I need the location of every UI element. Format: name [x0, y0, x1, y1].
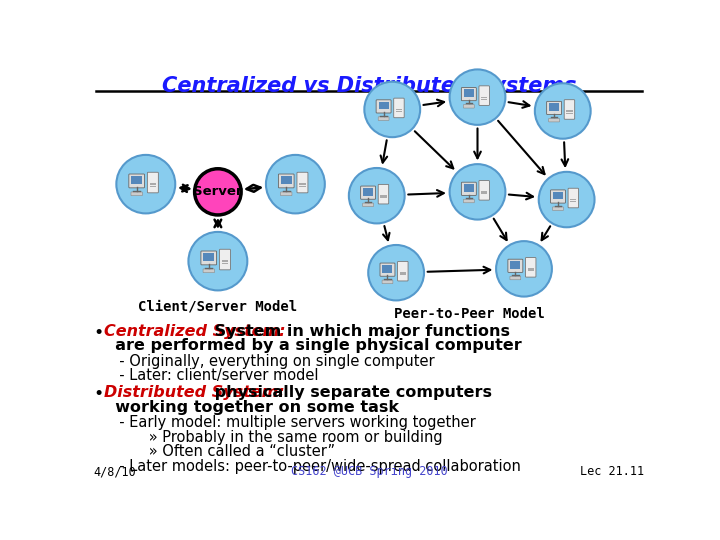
Circle shape — [368, 245, 424, 300]
FancyBboxPatch shape — [148, 172, 158, 193]
FancyBboxPatch shape — [150, 184, 156, 185]
FancyBboxPatch shape — [510, 261, 521, 269]
FancyBboxPatch shape — [129, 174, 145, 188]
Circle shape — [349, 168, 405, 224]
FancyBboxPatch shape — [546, 102, 562, 114]
FancyBboxPatch shape — [510, 276, 521, 280]
FancyBboxPatch shape — [131, 176, 142, 184]
Text: - Early model: multiple servers working together: - Early model: multiple servers working … — [110, 415, 476, 430]
FancyBboxPatch shape — [462, 87, 477, 100]
Circle shape — [535, 83, 590, 139]
FancyBboxPatch shape — [379, 102, 389, 110]
FancyBboxPatch shape — [299, 186, 306, 187]
Text: physically separate computers: physically separate computers — [209, 385, 492, 400]
Text: Centralized vs Distributed Systems: Centralized vs Distributed Systems — [162, 76, 576, 96]
FancyBboxPatch shape — [481, 97, 487, 98]
FancyBboxPatch shape — [361, 186, 376, 199]
FancyBboxPatch shape — [464, 90, 474, 97]
FancyBboxPatch shape — [464, 199, 474, 202]
FancyBboxPatch shape — [380, 197, 387, 198]
FancyBboxPatch shape — [479, 86, 490, 105]
Circle shape — [449, 70, 505, 125]
FancyBboxPatch shape — [363, 188, 373, 195]
Circle shape — [449, 164, 505, 220]
FancyBboxPatch shape — [570, 201, 577, 202]
FancyBboxPatch shape — [481, 191, 487, 193]
FancyBboxPatch shape — [201, 251, 217, 265]
FancyBboxPatch shape — [551, 190, 565, 203]
Text: Centralized System:: Centralized System: — [104, 323, 285, 339]
Circle shape — [496, 241, 552, 296]
FancyBboxPatch shape — [553, 192, 563, 199]
Text: - Originally, everything on single computer: - Originally, everything on single compu… — [110, 354, 435, 368]
Circle shape — [117, 155, 175, 213]
FancyBboxPatch shape — [481, 99, 487, 100]
Text: •: • — [93, 385, 104, 403]
Text: CS162 @UCB Spring 2010: CS162 @UCB Spring 2010 — [291, 465, 447, 478]
FancyBboxPatch shape — [380, 263, 395, 276]
Text: » Often called a “cluster”: » Often called a “cluster” — [121, 444, 335, 460]
FancyBboxPatch shape — [464, 105, 474, 108]
FancyBboxPatch shape — [382, 265, 392, 273]
FancyBboxPatch shape — [363, 203, 374, 207]
FancyBboxPatch shape — [378, 184, 389, 204]
FancyBboxPatch shape — [570, 199, 577, 200]
FancyBboxPatch shape — [549, 118, 559, 122]
Circle shape — [194, 168, 241, 215]
Circle shape — [539, 172, 595, 227]
FancyBboxPatch shape — [297, 172, 308, 193]
FancyBboxPatch shape — [564, 100, 575, 119]
FancyBboxPatch shape — [397, 261, 408, 281]
Text: - Later: client/server model: - Later: client/server model — [110, 368, 319, 383]
FancyBboxPatch shape — [464, 184, 474, 192]
FancyBboxPatch shape — [382, 280, 393, 284]
FancyBboxPatch shape — [279, 174, 294, 188]
FancyBboxPatch shape — [568, 188, 579, 208]
FancyBboxPatch shape — [376, 100, 391, 113]
Text: Client/Server Model: Client/Server Model — [138, 300, 297, 314]
FancyBboxPatch shape — [299, 184, 306, 185]
FancyBboxPatch shape — [567, 112, 572, 113]
FancyBboxPatch shape — [528, 268, 534, 269]
FancyBboxPatch shape — [222, 260, 228, 262]
FancyBboxPatch shape — [204, 253, 214, 261]
Text: Server: Server — [193, 185, 243, 198]
FancyBboxPatch shape — [549, 103, 559, 111]
FancyBboxPatch shape — [396, 111, 402, 112]
FancyBboxPatch shape — [281, 192, 292, 195]
Text: are performed by a single physical computer: are performed by a single physical compu… — [104, 338, 522, 353]
FancyBboxPatch shape — [150, 186, 156, 187]
FancyBboxPatch shape — [378, 117, 389, 120]
FancyBboxPatch shape — [281, 176, 292, 184]
FancyBboxPatch shape — [380, 195, 387, 197]
Text: working together on some task: working together on some task — [104, 400, 399, 415]
FancyBboxPatch shape — [220, 249, 230, 270]
Text: •: • — [93, 323, 104, 341]
FancyBboxPatch shape — [131, 192, 143, 195]
Circle shape — [189, 232, 248, 291]
FancyBboxPatch shape — [526, 258, 536, 277]
Text: » Probably in the same room or building: » Probably in the same room or building — [121, 430, 443, 445]
Text: Lec 21.11: Lec 21.11 — [580, 465, 644, 478]
Circle shape — [364, 82, 420, 137]
Text: Peer-to-Peer Model: Peer-to-Peer Model — [395, 307, 545, 321]
FancyBboxPatch shape — [400, 274, 406, 275]
FancyBboxPatch shape — [400, 272, 406, 274]
Text: - Later models: peer-to-peer/wide-spread collaboration: - Later models: peer-to-peer/wide-spread… — [110, 459, 521, 474]
FancyBboxPatch shape — [508, 259, 523, 272]
FancyBboxPatch shape — [481, 193, 487, 194]
FancyBboxPatch shape — [462, 182, 477, 195]
FancyBboxPatch shape — [394, 98, 404, 118]
Text: System in which major functions: System in which major functions — [209, 323, 510, 339]
Text: 4/8/10: 4/8/10 — [94, 465, 137, 478]
FancyBboxPatch shape — [203, 269, 215, 273]
FancyBboxPatch shape — [396, 109, 402, 110]
Text: Distributed System:: Distributed System: — [104, 385, 284, 400]
FancyBboxPatch shape — [479, 180, 490, 200]
FancyBboxPatch shape — [528, 271, 534, 272]
FancyBboxPatch shape — [567, 110, 572, 112]
FancyBboxPatch shape — [552, 207, 563, 211]
Circle shape — [266, 155, 325, 213]
FancyBboxPatch shape — [222, 263, 228, 264]
